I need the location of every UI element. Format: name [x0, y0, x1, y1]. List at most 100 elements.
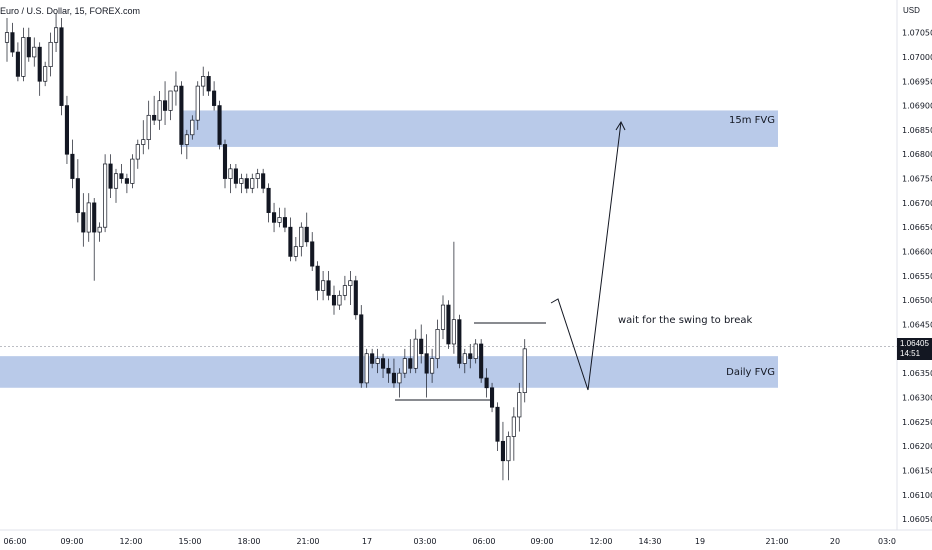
candle[interactable]: [446, 300, 451, 349]
candle[interactable]: [4, 18, 10, 62]
candle[interactable]: [413, 329, 418, 374]
candle[interactable]: [163, 81, 168, 126]
candle[interactable]: [64, 95, 70, 164]
candle[interactable]: [168, 90, 173, 121]
candle[interactable]: [457, 314, 462, 369]
candle[interactable]: [468, 343, 473, 369]
candle[interactable]: [272, 202, 277, 233]
candle[interactable]: [43, 61, 48, 87]
candle[interactable]: [217, 100, 222, 150]
candle[interactable]: [119, 163, 124, 184]
candle[interactable]: [522, 339, 527, 403]
candle[interactable]: [348, 271, 353, 306]
candle[interactable]: [86, 193, 91, 242]
candle[interactable]: [321, 271, 326, 301]
candle[interactable]: [10, 22, 15, 57]
candle[interactable]: [59, 18, 64, 116]
candle[interactable]: [32, 37, 37, 67]
candle[interactable]: [408, 339, 413, 374]
candle[interactable]: [255, 168, 260, 189]
candle[interactable]: [451, 241, 456, 354]
candle[interactable]: [479, 339, 484, 383]
candle[interactable]: [152, 95, 157, 126]
candle[interactable]: [206, 71, 211, 96]
candle[interactable]: [228, 163, 233, 194]
candle[interactable]: [212, 81, 217, 111]
projected-path[interactable]: [550, 121, 622, 391]
candle[interactable]: [337, 290, 342, 310]
candle[interactable]: [381, 353, 386, 379]
candle[interactable]: [490, 382, 495, 413]
candle[interactable]: [81, 193, 86, 247]
candle[interactable]: [375, 348, 380, 374]
candle[interactable]: [103, 154, 108, 233]
candle[interactable]: [261, 168, 266, 194]
candle[interactable]: [473, 339, 478, 364]
candle[interactable]: [326, 271, 331, 301]
candle[interactable]: [386, 358, 391, 383]
candle[interactable]: [293, 236, 298, 262]
candle[interactable]: [331, 285, 337, 315]
candle[interactable]: [97, 222, 102, 242]
candle[interactable]: [21, 27, 26, 82]
candle[interactable]: [244, 173, 249, 194]
candle[interactable]: [130, 154, 135, 189]
candle[interactable]: [124, 173, 129, 194]
candle[interactable]: [397, 368, 402, 398]
candle[interactable]: [195, 81, 200, 130]
candle[interactable]: [239, 173, 244, 194]
candle[interactable]: [430, 348, 435, 383]
candle[interactable]: [370, 348, 375, 369]
candle[interactable]: [304, 212, 309, 247]
candle[interactable]: [517, 382, 522, 432]
candle[interactable]: [75, 159, 80, 223]
candle[interactable]: [135, 139, 140, 169]
candle[interactable]: [108, 154, 113, 199]
candle[interactable]: [173, 71, 179, 106]
candle[interactable]: [157, 90, 162, 130]
candle[interactable]: [500, 421, 506, 481]
candle[interactable]: [184, 129, 189, 160]
candle[interactable]: [391, 358, 397, 388]
candle[interactable]: [506, 431, 511, 481]
candle[interactable]: [484, 368, 489, 398]
candle[interactable]: [222, 139, 228, 189]
candle[interactable]: [419, 324, 424, 364]
candle[interactable]: [15, 42, 20, 82]
candle[interactable]: [299, 222, 304, 257]
candle[interactable]: [462, 348, 467, 374]
candle[interactable]: [277, 207, 282, 228]
candle[interactable]: [70, 139, 75, 189]
candle[interactable]: [233, 163, 238, 189]
candle[interactable]: [53, 13, 59, 53]
candle[interactable]: [315, 261, 320, 301]
candle[interactable]: [288, 217, 293, 262]
candle[interactable]: [92, 198, 97, 281]
candle-body: [168, 90, 173, 111]
candle[interactable]: [435, 319, 440, 369]
candle[interactable]: [113, 168, 119, 203]
candle[interactable]: [250, 173, 255, 194]
candle[interactable]: [26, 27, 31, 62]
candle[interactable]: [310, 232, 315, 271]
candle[interactable]: [48, 32, 53, 77]
candle[interactable]: [146, 100, 151, 150]
candle[interactable]: [495, 402, 500, 452]
candle[interactable]: [511, 407, 516, 461]
candle[interactable]: [402, 348, 407, 379]
candle[interactable]: [201, 66, 206, 96]
candle[interactable]: [266, 183, 271, 223]
candle[interactable]: [179, 81, 184, 155]
candle[interactable]: [364, 348, 369, 388]
candle[interactable]: [282, 207, 288, 233]
zone-15m-fvg[interactable]: [180, 110, 778, 147]
candle[interactable]: [141, 120, 146, 155]
candle[interactable]: [440, 295, 446, 340]
candle[interactable]: [190, 115, 195, 140]
candle[interactable]: [353, 275, 358, 320]
candle[interactable]: [342, 275, 347, 301]
candle[interactable]: [424, 334, 429, 398]
candle[interactable]: [359, 305, 364, 388]
candle[interactable]: [37, 42, 42, 96]
